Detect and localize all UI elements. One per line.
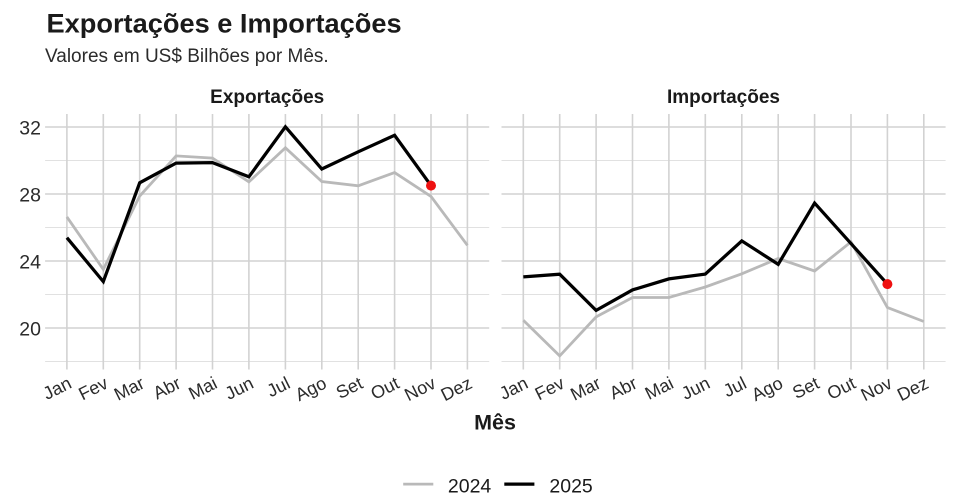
svg-text:Valores em US$ Bilhões por Mês: Valores em US$ Bilhões por Mês.: [45, 46, 329, 67]
svg-text:Exportações e Importações: Exportações e Importações: [47, 7, 402, 38]
svg-text:24: 24: [19, 251, 41, 273]
svg-text:32: 32: [19, 117, 41, 139]
svg-text:20: 20: [19, 318, 41, 340]
svg-text:2024: 2024: [448, 476, 492, 498]
svg-text:28: 28: [19, 184, 41, 206]
svg-text:Exportações: Exportações: [210, 87, 324, 108]
svg-text:2025: 2025: [549, 476, 593, 498]
svg-text:Mês: Mês: [474, 411, 516, 435]
svg-text:Importações: Importações: [667, 87, 780, 108]
